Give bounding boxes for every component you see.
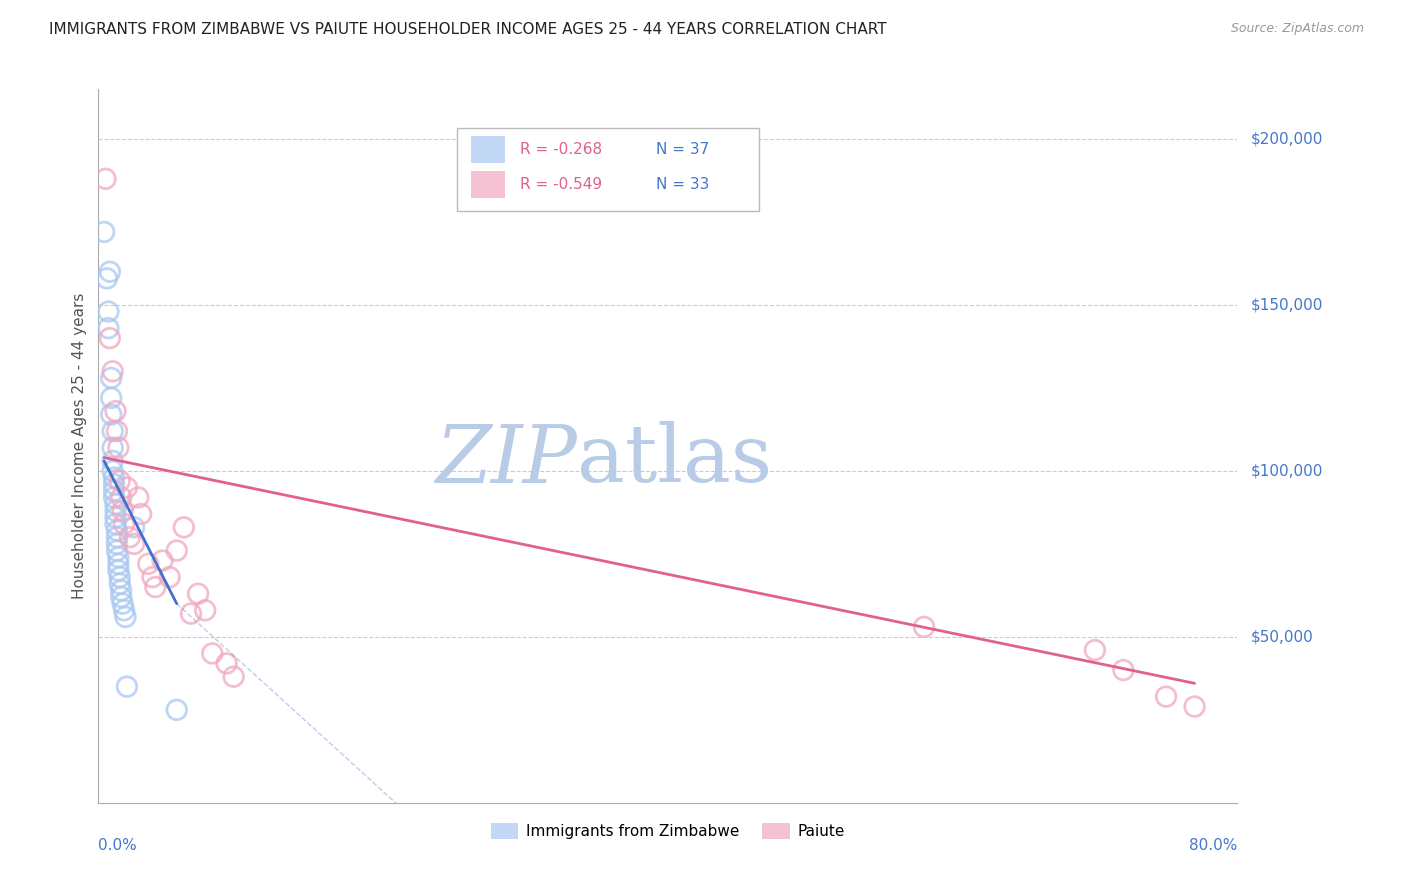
Point (166, 543, 188, 558)
Point (108, 474, 131, 488)
Point (115, 481, 138, 495)
Point (107, 557, 129, 571)
Text: 80.0%: 80.0% (1189, 838, 1237, 854)
Point (180, 607, 202, 621)
Point (97, 321, 120, 335)
Point (110, 583, 132, 598)
Text: $200,000: $200,000 (1251, 131, 1323, 146)
Point (215, 657, 238, 671)
Point (103, 491, 125, 505)
Point (107, 564, 129, 578)
Point (912, 620, 935, 634)
Point (98, 331, 121, 345)
Point (100, 371, 122, 385)
Point (105, 424, 128, 438)
Point (98, 265, 121, 279)
Text: $150,000: $150,000 (1251, 297, 1323, 312)
Text: N = 33: N = 33 (657, 177, 710, 192)
Point (112, 603, 135, 617)
Point (100, 391, 122, 405)
Point (103, 477, 125, 491)
Point (122, 520, 145, 534)
Point (101, 424, 124, 438)
FancyBboxPatch shape (471, 136, 505, 163)
Point (173, 520, 195, 534)
Point (111, 504, 134, 518)
Point (136, 557, 159, 571)
Point (194, 603, 217, 617)
Point (94, 171, 117, 186)
Point (1112, 663, 1135, 677)
Point (101, 364, 124, 378)
Point (187, 587, 209, 601)
Point (104, 516, 127, 531)
Point (159, 570, 181, 584)
Point (93, 225, 115, 239)
Text: R = -0.549: R = -0.549 (520, 177, 602, 192)
Point (96, 271, 118, 285)
Point (101, 454, 124, 468)
Legend: Immigrants from Zimbabwe, Paiute: Immigrants from Zimbabwe, Paiute (485, 817, 851, 845)
Point (105, 530, 128, 544)
Point (100, 408, 122, 422)
Point (101, 464, 124, 478)
Point (112, 516, 135, 531)
Point (104, 510, 127, 524)
Point (110, 590, 132, 604)
Point (152, 553, 174, 567)
Text: 0.0%: 0.0% (98, 838, 138, 854)
FancyBboxPatch shape (471, 170, 505, 198)
Point (108, 570, 131, 584)
Point (166, 703, 188, 717)
Point (114, 610, 136, 624)
Text: $100,000: $100,000 (1251, 463, 1323, 478)
Y-axis label: Householder Income Ages 25 - 44 years: Householder Income Ages 25 - 44 years (72, 293, 87, 599)
Point (105, 524, 128, 538)
Point (101, 441, 124, 455)
Point (111, 597, 134, 611)
Text: ZIP: ZIP (434, 422, 576, 499)
Point (110, 491, 132, 505)
Point (107, 441, 129, 455)
Point (1154, 690, 1177, 704)
Point (118, 530, 141, 544)
Point (103, 483, 125, 498)
Text: N = 37: N = 37 (657, 143, 710, 157)
Point (97, 304, 120, 318)
Point (104, 404, 127, 418)
Point (103, 470, 125, 484)
Point (122, 537, 145, 551)
Point (115, 680, 138, 694)
Point (141, 570, 163, 584)
Point (108, 576, 131, 591)
Text: R = -0.268: R = -0.268 (520, 143, 602, 157)
Point (129, 507, 152, 521)
Text: Source: ZipAtlas.com: Source: ZipAtlas.com (1230, 22, 1364, 36)
Point (1184, 699, 1206, 714)
Text: atlas: atlas (576, 421, 772, 500)
Text: $50,000: $50,000 (1251, 630, 1315, 644)
Point (105, 543, 128, 558)
Point (104, 504, 127, 518)
FancyBboxPatch shape (457, 128, 759, 211)
Point (145, 580, 167, 594)
Point (127, 491, 149, 505)
Point (104, 497, 127, 511)
Point (107, 550, 129, 565)
Point (1084, 643, 1107, 657)
Point (105, 537, 128, 551)
Text: IMMIGRANTS FROM ZIMBABWE VS PAIUTE HOUSEHOLDER INCOME AGES 25 - 44 YEARS CORRELA: IMMIGRANTS FROM ZIMBABWE VS PAIUTE HOUSE… (49, 22, 887, 37)
Point (222, 670, 245, 684)
Point (201, 647, 224, 661)
